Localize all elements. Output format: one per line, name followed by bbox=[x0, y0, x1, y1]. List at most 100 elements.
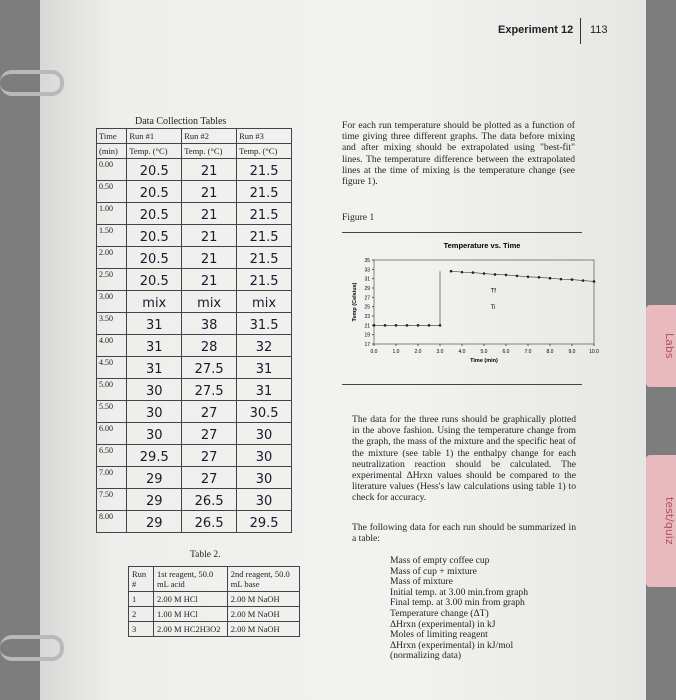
data-point bbox=[394, 324, 398, 327]
data-point bbox=[581, 279, 585, 282]
header-cell: Run #1 bbox=[126, 128, 183, 144]
tab: test/quiz bbox=[646, 455, 676, 587]
handwritten-cell: 29 bbox=[126, 510, 183, 533]
data-point bbox=[416, 324, 420, 327]
handwritten-cell: 20.5 bbox=[126, 268, 183, 291]
x-tick-label: 2.0 bbox=[415, 349, 422, 355]
handwritten-cell: 30 bbox=[126, 422, 183, 445]
y-tick-label: 27 bbox=[364, 295, 370, 301]
handwritten-cell: 31 bbox=[236, 356, 292, 379]
row: 6.50 29.5 27 30 bbox=[95, 444, 292, 467]
handwritten-cell: 27.5 bbox=[181, 356, 238, 379]
handwritten-cell: 29 bbox=[126, 488, 183, 511]
y-tick-label: 29 bbox=[364, 286, 370, 292]
handwritten-cell: 21 bbox=[181, 180, 238, 203]
y-tick-label: 17 bbox=[364, 342, 370, 348]
row: 1.50 20.5 21 21.5 bbox=[95, 224, 292, 247]
handwritten-cell: 31 bbox=[236, 378, 292, 401]
data-table: Time Run #1 Run #2 Run #3 (min) Temp. (°C) Tem… bbox=[95, 128, 292, 533]
time-cell: 1.50 bbox=[95, 224, 128, 247]
header-cell: Time bbox=[95, 128, 128, 144]
handwritten-cell: 31 bbox=[126, 356, 183, 379]
time-cell: 1.00 bbox=[95, 202, 128, 225]
handwritten-cell: 30 bbox=[236, 444, 292, 467]
header-row: Run #1st reagent, 50.0 mL acid 2nd reagen… bbox=[127, 566, 301, 592]
row: 7.50 29 26.5 30 bbox=[95, 488, 292, 511]
handwritten-cell: 27.5 bbox=[181, 378, 238, 401]
row: 6.00 30 27 30 bbox=[95, 422, 292, 445]
time-cell: 0.00 bbox=[95, 158, 128, 181]
time-cell: 3.00 bbox=[95, 290, 128, 313]
y-tick-label: 25 bbox=[364, 305, 370, 311]
cell: 2.00 M NaOH bbox=[226, 591, 301, 607]
handwritten-cell: 30 bbox=[236, 488, 292, 511]
x-tick-label: 10.0 bbox=[589, 349, 599, 355]
handwritten-cell: 26.5 bbox=[181, 488, 238, 511]
time-cell: 7.50 bbox=[95, 488, 128, 511]
handwritten-cell: 27 bbox=[181, 400, 238, 423]
table2-title: Table 2. bbox=[190, 550, 221, 560]
list-item: Moles of limiting reagent bbox=[390, 629, 488, 641]
time-cell: 3.50 bbox=[95, 312, 128, 335]
list-item: ΔHrxn (experimental) in kJ/mol bbox=[390, 639, 514, 651]
data-point bbox=[537, 275, 541, 279]
time-cell: 4.50 bbox=[95, 356, 128, 379]
handwritten-cell: 27 bbox=[181, 422, 238, 445]
header-cell: Temp. (°C) bbox=[126, 143, 183, 159]
summary-list: Mass of empty coffee cup Mass of cup + mi… bbox=[390, 555, 590, 662]
handwritten-cell: 20.5 bbox=[126, 246, 183, 269]
figure-label: Figure 1 bbox=[342, 212, 375, 223]
list-item: Final temp. at 3.00 min from graph bbox=[390, 597, 525, 609]
handwritten-cell: 29.5 bbox=[236, 510, 292, 533]
handwritten-cell: 32 bbox=[236, 334, 292, 357]
list-item: Mass of cup + mixture bbox=[390, 565, 477, 577]
y-tick-label: 33 bbox=[364, 267, 370, 273]
time-cell: 8.00 bbox=[95, 510, 128, 533]
row: 5.00 30 27.5 31 bbox=[95, 378, 292, 401]
cell: 2 bbox=[127, 606, 155, 622]
x-tick-label: 1.0 bbox=[393, 349, 400, 355]
handwritten-cell: 27 bbox=[181, 444, 238, 467]
data-point bbox=[427, 324, 431, 327]
x-axis-label: Time (min) bbox=[470, 358, 498, 364]
row: 2.00 20.5 21 21.5 bbox=[95, 246, 292, 269]
x-tick-label: 6.0 bbox=[503, 349, 510, 355]
handwritten-cell: 30 bbox=[126, 378, 183, 401]
handwritten-cell: 20.5 bbox=[126, 224, 183, 247]
y-tick-label: 35 bbox=[364, 258, 370, 264]
header-cell: Temp. (°C) bbox=[236, 143, 292, 159]
handwritten-cell: 30 bbox=[236, 422, 292, 445]
handwritten-cell: 28 bbox=[181, 334, 238, 357]
row: 2 1.00 M HCl 2.00 M NaOH bbox=[127, 606, 301, 622]
handwritten-cell: 29.5 bbox=[126, 444, 183, 467]
row: 4.00 31 28 32 bbox=[95, 334, 292, 357]
fit-line bbox=[450, 270, 595, 282]
handwritten-cell: 31 bbox=[126, 334, 183, 357]
y-tick-label: 31 bbox=[364, 277, 370, 283]
handwritten-cell: 21 bbox=[181, 158, 238, 181]
header-cell: Temp. (°C) bbox=[181, 143, 238, 159]
row: 3.00 mix mix mix bbox=[95, 290, 292, 313]
handwritten-cell: 27 bbox=[181, 466, 238, 489]
row: 3 2.00 M HC2H3O2 2.00 M NaOH bbox=[127, 621, 301, 637]
row: 0.50 20.5 21 21.5 bbox=[95, 180, 292, 203]
handwritten-cell: 21 bbox=[181, 202, 238, 225]
time-cell: 2.00 bbox=[95, 246, 128, 269]
rule bbox=[342, 232, 582, 233]
header-title: Experiment 12 bbox=[498, 24, 574, 36]
row: 3.50 31 38 31.5 bbox=[95, 312, 292, 335]
rule bbox=[342, 384, 582, 385]
x-tick-label: 4.0 bbox=[459, 349, 466, 355]
paragraph: The data for the three runs should be gr… bbox=[352, 414, 576, 504]
time-cell: 6.00 bbox=[95, 422, 128, 445]
time-cell: 5.00 bbox=[95, 378, 128, 401]
handwritten-cell: mix bbox=[181, 290, 238, 313]
handwritten-cell: 21.5 bbox=[236, 180, 292, 203]
handwritten-cell: 20.5 bbox=[126, 180, 183, 203]
data-table-title: Data Collection Tables bbox=[135, 116, 227, 127]
data-point bbox=[592, 280, 596, 283]
cell: 2.00 M NaOH bbox=[226, 606, 301, 622]
x-tick-label: 8.0 bbox=[547, 349, 554, 355]
header-page: 113 bbox=[590, 24, 608, 36]
data-point bbox=[548, 276, 552, 280]
